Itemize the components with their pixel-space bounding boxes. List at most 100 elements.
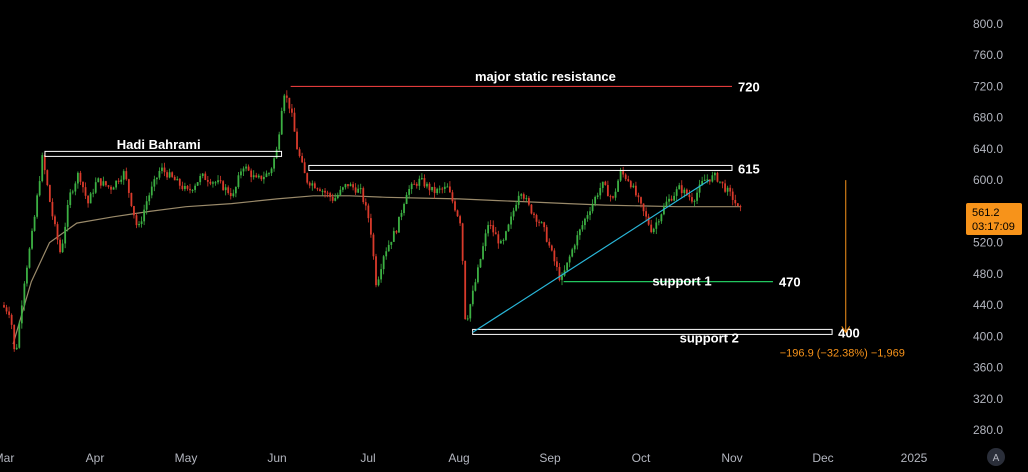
candle <box>578 228 581 240</box>
candle-body <box>71 191 74 193</box>
candle <box>204 171 207 181</box>
candle-body <box>87 195 89 204</box>
candle <box>584 217 586 230</box>
x-tick-label: Oct <box>632 451 651 465</box>
candle <box>186 185 189 191</box>
candle-body <box>599 187 602 196</box>
candle-body <box>632 185 635 188</box>
candle-body <box>255 175 258 178</box>
candle-body <box>102 181 105 186</box>
candle-body <box>97 178 100 183</box>
candle-body <box>298 149 301 157</box>
candle-body <box>334 198 337 201</box>
candle <box>46 169 49 187</box>
candle-body <box>115 180 118 188</box>
candle <box>99 178 102 189</box>
candle-body <box>688 194 691 198</box>
candle-body <box>420 178 423 180</box>
candle-body <box>540 222 543 224</box>
x-tick-label: May <box>175 451 198 465</box>
candle <box>127 178 130 198</box>
candle-body <box>614 191 617 198</box>
logo-circle[interactable] <box>987 448 1005 466</box>
candle-body <box>670 198 673 201</box>
x-tick-label: Jun <box>267 451 286 465</box>
candle <box>227 185 230 195</box>
candle-body <box>398 216 400 233</box>
candle <box>433 182 436 199</box>
candle <box>367 203 370 223</box>
candle <box>362 186 365 205</box>
x-tick-label: 2025 <box>901 451 928 465</box>
candle-body <box>533 213 535 216</box>
candle <box>477 264 479 284</box>
candle <box>596 192 599 200</box>
candle <box>594 195 597 207</box>
candle <box>436 187 439 195</box>
candle-body <box>173 176 176 181</box>
candle <box>298 147 301 158</box>
candle-body <box>227 187 230 193</box>
candle-body <box>566 262 569 271</box>
candle-body <box>548 241 551 246</box>
y-tick-label: 280.0 <box>973 423 1003 437</box>
candle-body <box>545 227 548 242</box>
candle-body <box>522 194 525 199</box>
candle-body <box>224 187 227 191</box>
candle <box>155 177 158 185</box>
candle-body <box>26 267 28 284</box>
candle-body <box>713 172 716 176</box>
candle-body <box>79 172 82 182</box>
candle-body <box>655 222 658 229</box>
candle <box>655 217 658 235</box>
candle-body <box>331 196 334 201</box>
candle-body <box>153 179 156 187</box>
candle-body <box>520 194 523 196</box>
candle <box>533 212 535 219</box>
candle <box>255 172 258 178</box>
candle-body <box>306 173 309 183</box>
candle <box>117 178 120 185</box>
candle <box>398 216 400 233</box>
candle <box>23 281 26 311</box>
candle <box>469 303 472 322</box>
candle-body <box>492 225 495 233</box>
candle <box>224 184 227 196</box>
x-axis: Mar Apr May Jun Jul Aug Sep Oct Nov Dec 2025 <box>0 451 928 465</box>
candle-body <box>543 222 546 228</box>
candle <box>675 186 678 202</box>
candle <box>586 211 589 222</box>
logo-button[interactable]: A <box>987 448 1005 466</box>
candle <box>242 166 245 176</box>
candle-body <box>609 196 612 198</box>
candle <box>527 196 530 207</box>
candle <box>413 179 416 185</box>
candle <box>629 179 632 189</box>
candle-body <box>589 211 591 216</box>
candle-body <box>578 229 581 236</box>
candle-body <box>663 206 665 215</box>
candle-body <box>474 282 477 291</box>
candle-body <box>392 231 395 242</box>
candle-body <box>647 216 650 225</box>
candle-body <box>510 216 512 225</box>
candle <box>319 187 321 192</box>
candle <box>670 195 673 202</box>
candle-body <box>464 260 467 319</box>
candle <box>133 205 135 219</box>
candle <box>143 204 146 226</box>
candle <box>252 170 255 180</box>
candle-body <box>92 192 95 194</box>
candle <box>64 222 67 249</box>
candle <box>237 171 240 189</box>
candle <box>97 177 100 183</box>
last-price-value: 561.2 <box>972 207 1000 219</box>
candle-body <box>640 197 642 204</box>
candle <box>76 171 79 189</box>
candle <box>479 258 482 269</box>
x-tick-label: Nov <box>721 451 742 465</box>
candle-body <box>413 183 416 185</box>
candle-body <box>357 188 360 193</box>
candle-body <box>739 205 742 208</box>
